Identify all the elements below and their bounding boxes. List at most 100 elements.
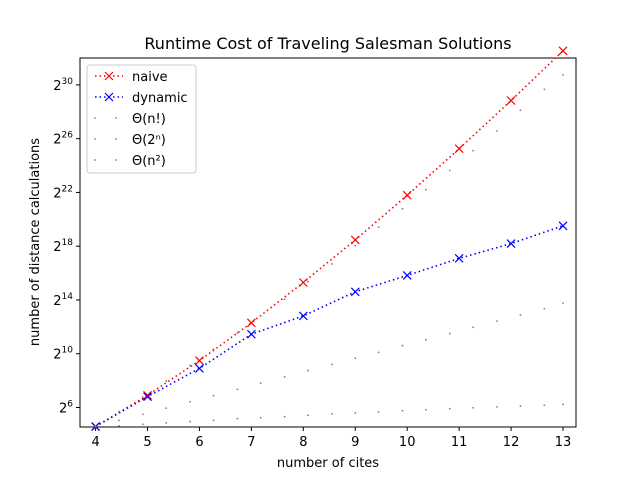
data-point <box>165 380 168 382</box>
data-point <box>496 130 498 132</box>
y-tick-label: 226 <box>53 131 73 148</box>
data-point <box>212 419 215 422</box>
data-point <box>454 144 464 154</box>
data-point <box>350 235 360 245</box>
chart-title: Runtime Cost of Traveling Salesman Solut… <box>144 34 511 53</box>
data-point <box>195 364 204 373</box>
data-point <box>141 423 144 426</box>
series-4 <box>94 302 564 428</box>
plot-frame <box>79 57 577 428</box>
data-point <box>118 410 120 413</box>
y-tick-label: 214 <box>53 292 73 309</box>
data-point <box>543 404 546 407</box>
y-tick-label: 26 <box>59 400 73 417</box>
data-point <box>189 400 192 403</box>
data-point <box>543 88 546 91</box>
data-point <box>496 406 498 408</box>
legend-marker <box>104 71 114 81</box>
data-point <box>283 298 286 301</box>
legend-dot <box>94 159 96 161</box>
data-point <box>283 376 286 378</box>
data-point <box>425 188 427 191</box>
data-point <box>212 394 215 397</box>
data-point <box>401 344 404 347</box>
data-point <box>94 425 97 428</box>
legend: naive dynamic Θ(n!) Θ(2ⁿ) Θ(n²) <box>86 64 197 174</box>
data-point <box>401 409 404 412</box>
data-point <box>402 190 412 200</box>
data-point <box>519 109 522 112</box>
legend-label: Θ(n!) <box>132 112 166 127</box>
y-tick-exponent: 14 <box>62 292 74 302</box>
y-tick-exponent: 18 <box>62 238 74 248</box>
legend-dot <box>115 117 117 119</box>
data-point <box>448 332 451 335</box>
data-point <box>165 407 168 410</box>
data-point <box>354 357 357 360</box>
data-point <box>562 73 564 76</box>
x-tick-label: 11 <box>451 435 468 450</box>
x-tick-label: 5 <box>143 435 151 450</box>
series-3 <box>94 73 564 428</box>
data-point <box>377 351 380 354</box>
data-point <box>195 356 204 365</box>
data-point <box>354 412 357 414</box>
y-tick-base: 2 <box>53 186 61 201</box>
x-tick-label: 9 <box>351 435 359 450</box>
data-point <box>562 403 564 406</box>
data-point <box>558 221 568 231</box>
data-point <box>298 311 308 321</box>
data-point <box>562 302 564 304</box>
legend-dot <box>94 138 96 140</box>
series-5 <box>94 403 564 428</box>
x-tick-label: 10 <box>399 435 416 450</box>
data-point <box>283 415 286 418</box>
y-tick-base: 2 <box>53 133 61 148</box>
y-tick-label: 222 <box>53 184 73 201</box>
legend-dot <box>115 138 117 140</box>
data-point <box>330 413 333 415</box>
y-tick-exponent: 26 <box>62 131 74 141</box>
data-point <box>246 329 256 339</box>
y-tick-label: 210 <box>53 346 73 363</box>
data-point <box>425 338 427 341</box>
data-point <box>519 313 522 316</box>
data-point <box>519 405 522 407</box>
data-point <box>354 244 357 247</box>
x-tick-label: 4 <box>91 435 99 450</box>
data-point <box>118 419 120 422</box>
data-point <box>141 396 144 398</box>
x-axis-label: number of cites <box>277 456 379 471</box>
legend-dot <box>94 117 96 119</box>
y-tick-label: 218 <box>53 238 73 255</box>
series-1 <box>91 46 568 431</box>
data-point <box>472 406 475 409</box>
series-layer <box>91 46 568 431</box>
data-point <box>506 239 516 249</box>
y-tick-base: 2 <box>53 240 61 255</box>
y-tick-exponent: 10 <box>62 346 74 356</box>
data-point <box>558 46 568 56</box>
x-tick-label: 8 <box>299 435 307 450</box>
legend-label: Θ(2ⁿ) <box>132 133 166 148</box>
x-axis: 4 5 6 7 8 9 10 11 12 13 <box>91 427 571 450</box>
y-tick-base: 2 <box>59 402 67 417</box>
y-tick-exponent: 22 <box>62 184 73 194</box>
data-point <box>454 253 464 263</box>
series-line <box>95 225 564 428</box>
legend-dot <box>115 159 117 161</box>
data-point <box>143 392 152 402</box>
legend-label: naive <box>132 70 168 85</box>
data-point <box>543 307 546 310</box>
y-tick-base: 2 <box>53 294 61 309</box>
data-point <box>236 417 239 420</box>
y-axis-label: number of distance calculations <box>28 138 43 346</box>
data-point <box>189 420 192 423</box>
data-point <box>506 96 516 105</box>
data-point <box>307 280 309 283</box>
data-point <box>472 326 475 329</box>
data-point <box>448 407 451 410</box>
data-point <box>472 149 475 152</box>
data-point <box>425 408 427 411</box>
